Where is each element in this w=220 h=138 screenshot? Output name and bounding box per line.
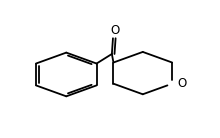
Text: O: O bbox=[177, 77, 186, 90]
Text: O: O bbox=[110, 24, 119, 37]
